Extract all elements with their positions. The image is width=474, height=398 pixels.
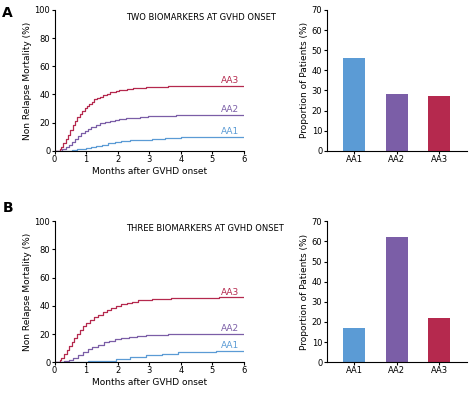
Text: TWO BIOMARKERS AT GVHD ONSET: TWO BIOMARKERS AT GVHD ONSET: [127, 13, 276, 22]
X-axis label: Months after GVHD onset: Months after GVHD onset: [91, 378, 207, 387]
Text: AA1: AA1: [221, 127, 239, 136]
Text: AA3: AA3: [221, 288, 239, 297]
Bar: [343, 328, 365, 362]
Text: B: B: [2, 201, 13, 215]
Text: AA3: AA3: [221, 76, 239, 85]
Text: A: A: [2, 6, 13, 20]
Y-axis label: Proportion of Patients (%): Proportion of Patients (%): [300, 234, 309, 350]
Text: THREE BIOMARKERS AT GVHD ONSET: THREE BIOMARKERS AT GVHD ONSET: [127, 224, 284, 233]
Text: AA2: AA2: [221, 105, 239, 114]
Text: AA1: AA1: [221, 341, 239, 350]
Bar: [386, 237, 408, 362]
Y-axis label: Non Relapse Mortality (%): Non Relapse Mortality (%): [23, 232, 32, 351]
Y-axis label: Non Relapse Mortality (%): Non Relapse Mortality (%): [23, 21, 32, 140]
Bar: [428, 96, 450, 151]
Text: AA2: AA2: [221, 324, 239, 333]
Bar: [386, 94, 408, 151]
Y-axis label: Proportion of Patients (%): Proportion of Patients (%): [300, 22, 309, 139]
Bar: [428, 318, 450, 362]
X-axis label: Months after GVHD onset: Months after GVHD onset: [91, 167, 207, 176]
Bar: [343, 58, 365, 151]
